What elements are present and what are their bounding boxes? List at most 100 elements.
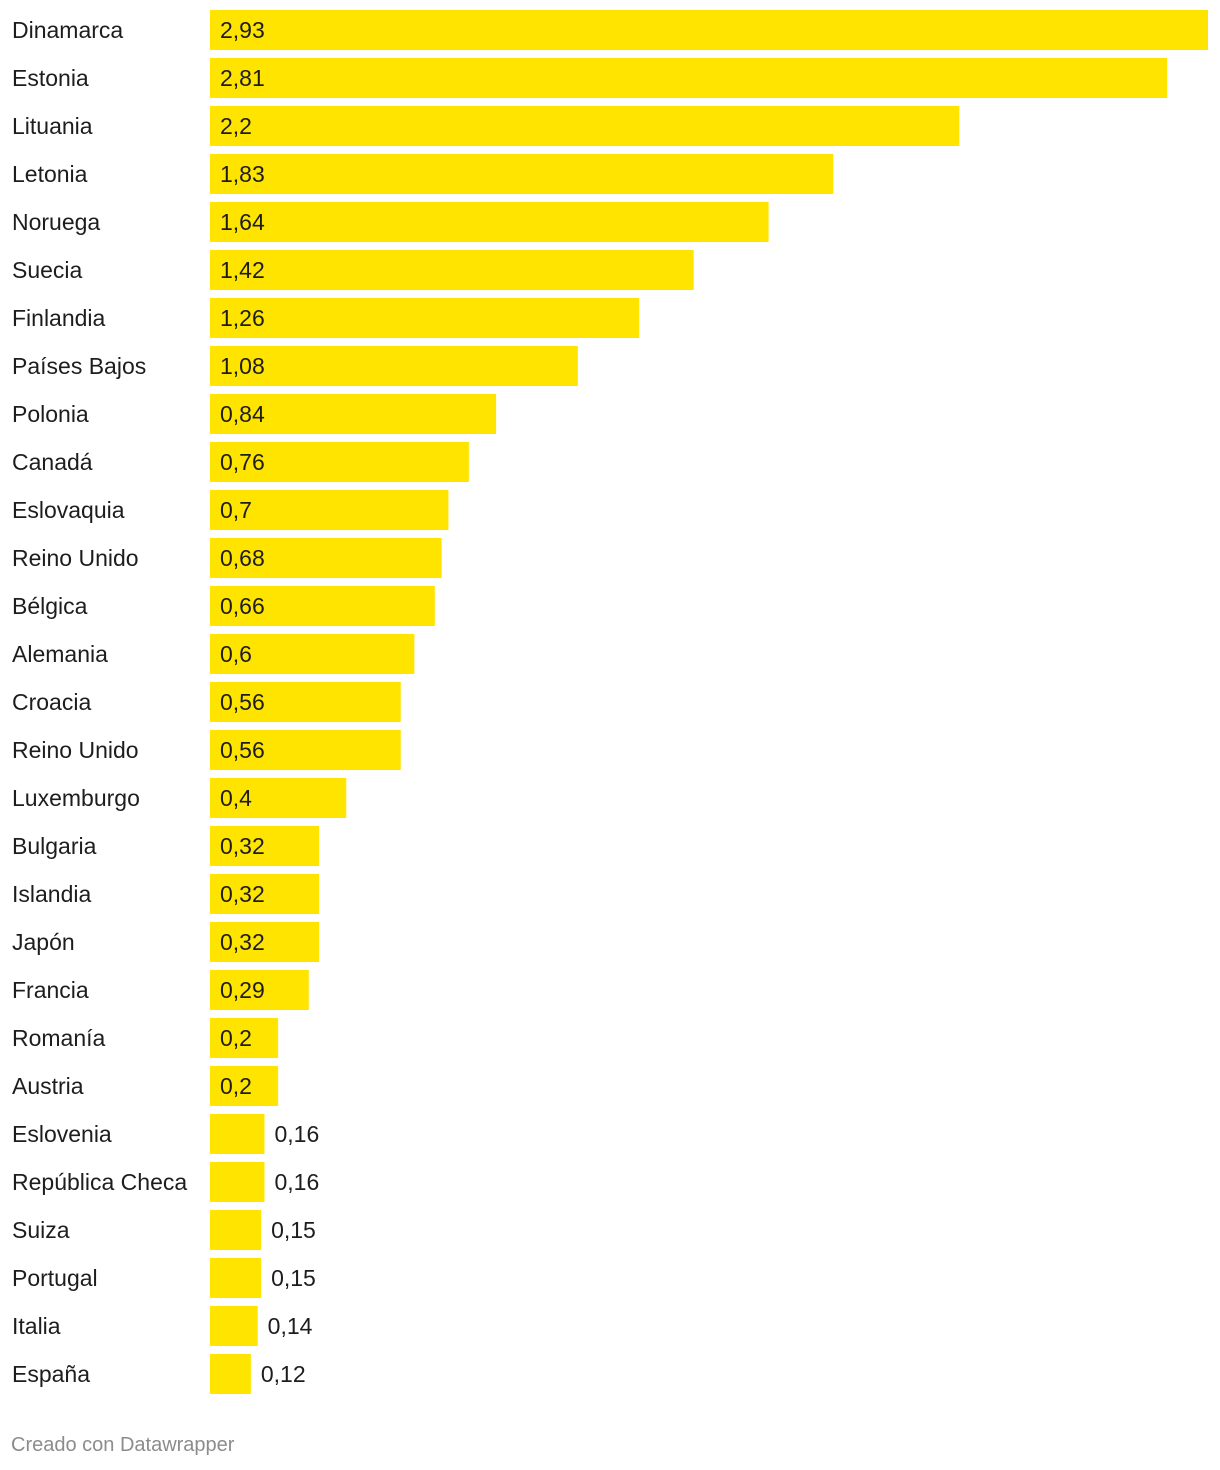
bar-row: República Checa 0,16 [12,1162,319,1202]
bar [210,346,578,386]
value-label: 1,64 [220,209,265,235]
bar-row: España 0,12 [12,1354,306,1394]
bar-row: Estonia 2,81 [12,58,1168,98]
bar-row: Bélgica 0,66 [12,586,435,626]
value-label: 2,81 [220,65,265,91]
bar-row: Francia 0,29 [12,970,309,1010]
bar [210,154,834,194]
bar-row: Croacia 0,56 [12,682,401,722]
category-label: Estonia [12,65,89,91]
bar-row: Canadá 0,76 [12,442,469,482]
bar [210,970,309,1010]
bar [210,106,960,146]
bar-row: Alemania 0,6 [12,634,415,674]
value-label: 0,56 [220,737,265,763]
datawrapper-credit: Creado con Datawrapper [11,1434,235,1456]
bar [210,202,769,242]
bar [210,490,449,530]
value-label: 0,16 [274,1121,319,1147]
category-label: Portugal [12,1265,98,1291]
bar [210,634,415,674]
bar [210,1018,279,1058]
bar-row: Austria 0,2 [12,1066,279,1106]
bar-row: Reino Unido 0,56 [12,730,401,770]
category-label: Canadá [12,449,93,475]
value-label: 0,76 [220,449,265,475]
bar-row: Dinamarca 2,93 [12,10,1208,50]
bar [210,922,319,962]
category-label: Romanía [12,1025,106,1051]
value-label: 0,6 [220,641,252,667]
bar [210,10,1208,50]
value-label: 2,93 [220,17,265,43]
category-label: Polonia [12,401,89,427]
category-label: Alemania [12,641,108,667]
value-label: 0,56 [220,689,265,715]
category-label: Croacia [12,689,91,715]
value-label: 0,7 [220,497,252,523]
bar [210,1210,262,1250]
bar-row: Eslovaquia 0,7 [12,490,449,530]
bar [210,874,319,914]
value-label: 1,08 [220,353,265,379]
category-label: Bélgica [12,593,88,619]
bar [210,586,435,626]
bar-row: Islandia 0,32 [12,874,319,914]
bar [210,298,640,338]
category-label: Lituania [12,113,93,139]
value-label: 0,12 [261,1361,306,1387]
bar-row: Polonia 0,84 [12,394,497,434]
bar [210,730,401,770]
category-label: Eslovaquia [12,497,125,523]
bar [210,1114,265,1154]
value-label: 1,83 [220,161,265,187]
category-label: Reino Unido [12,545,139,571]
value-label: 0,16 [274,1169,319,1195]
category-label: Países Bajos [12,353,146,379]
category-label: Luxemburgo [12,785,140,811]
category-label: Bulgaria [12,833,97,859]
value-label: 0,32 [220,929,265,955]
bar [210,58,1168,98]
value-label: 0,68 [220,545,265,571]
category-label: Dinamarca [12,17,123,43]
bar [210,682,401,722]
bar [210,826,319,866]
value-label: 0,15 [271,1265,316,1291]
bar-row: Eslovenia 0,16 [12,1114,319,1154]
category-label: Italia [12,1313,61,1339]
bar [210,778,347,818]
bar-row: Reino Unido 0,68 [12,538,442,578]
value-label: 0,14 [268,1313,313,1339]
category-label: Francia [12,977,89,1003]
bar-row: Letonia 1,83 [12,154,834,194]
bar [210,538,442,578]
bar-row: Finlandia 1,26 [12,298,640,338]
category-label: Islandia [12,881,91,907]
value-label: 0,4 [220,785,252,811]
category-label: Suiza [12,1217,70,1243]
value-label: 0,29 [220,977,265,1003]
bar-row: Italia 0,14 [12,1306,313,1346]
value-label: 1,26 [220,305,265,331]
category-label: República Checa [12,1169,187,1195]
value-label: 0,32 [220,833,265,859]
bar-row: Portugal 0,15 [12,1258,316,1298]
category-label: Noruega [12,209,100,235]
bar [210,1066,279,1106]
bar-row: Suecia 1,42 [12,250,694,290]
value-label: 2,2 [220,113,252,139]
bar-row: Romanía 0,2 [12,1018,279,1058]
category-label: Reino Unido [12,737,139,763]
category-label: Letonia [12,161,88,187]
bar [210,442,469,482]
category-label: Suecia [12,257,83,283]
value-label: 0,15 [271,1217,316,1243]
value-label: 0,84 [220,401,265,427]
value-label: 1,42 [220,257,265,283]
bar [210,394,497,434]
bar [210,250,694,290]
category-label: Japón [12,929,75,955]
category-label: Finlandia [12,305,106,331]
value-label: 0,32 [220,881,265,907]
